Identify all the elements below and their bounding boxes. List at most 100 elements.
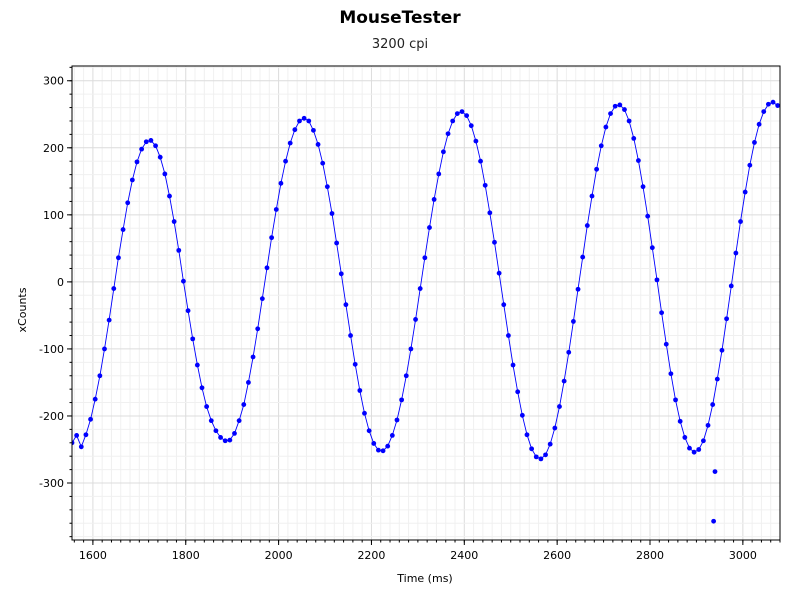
data-point: [362, 410, 367, 416]
data-point: [366, 428, 372, 434]
data-point: [673, 397, 678, 403]
data-point: [524, 432, 530, 438]
data-point: [659, 310, 665, 316]
x-tick-label: 1600: [79, 549, 107, 562]
x-axis-label: Time (ms): [396, 572, 452, 585]
data-point: [752, 140, 757, 145]
data-point: [92, 396, 98, 402]
data-point: [640, 184, 646, 190]
data-point: [348, 333, 353, 338]
data-point: [687, 445, 692, 451]
data-point: [320, 160, 326, 166]
data-point: [700, 438, 706, 444]
data-point: [371, 441, 377, 446]
grid: [72, 66, 781, 540]
data-point: [83, 432, 89, 438]
data-point: [334, 240, 340, 246]
data-point: [250, 354, 256, 360]
data-point: [742, 189, 748, 195]
data-point: [204, 404, 210, 409]
data-point: [111, 286, 117, 291]
data-point: [482, 182, 488, 188]
y-tick-label: 200: [43, 142, 64, 155]
data-point: [543, 452, 548, 458]
y-axis: 300 200 100 0 -100 -200 -300: [39, 66, 72, 538]
data-point: [575, 286, 581, 292]
data-point: [691, 449, 697, 455]
data-point: [222, 438, 228, 444]
x-axis: 1600 1800 2000 2200 2400 2600 2800 3000: [73, 540, 781, 562]
data-point: [389, 433, 395, 438]
data-point: [761, 109, 767, 114]
y-tick-label: 100: [43, 209, 64, 222]
data-point: [612, 103, 618, 109]
y-axis-label: xCounts: [16, 287, 29, 332]
data-point: [185, 308, 191, 314]
data-point: [710, 402, 716, 407]
data-point: [255, 326, 261, 332]
data-point: [580, 254, 586, 260]
data-point: [649, 245, 655, 251]
data-point: [538, 456, 544, 462]
data-point: [181, 278, 186, 284]
y-tick-label: 300: [43, 75, 64, 88]
data-point: [311, 127, 316, 133]
data-point: [129, 177, 135, 183]
data-point: [663, 341, 669, 347]
data-point: [584, 223, 590, 228]
x-tick-label: 3000: [729, 549, 757, 562]
data-point: [287, 140, 293, 146]
data-point: [403, 373, 409, 379]
data-point: [153, 143, 158, 149]
data-point: [218, 435, 223, 440]
data-point: [143, 139, 149, 145]
data-point: [120, 227, 126, 232]
data-point: [645, 213, 651, 219]
data-point: [74, 433, 80, 438]
data-point: [417, 286, 423, 291]
data-point: [747, 162, 753, 168]
series-line: [72, 101, 778, 460]
data-point: [139, 146, 145, 152]
data-point: [724, 316, 730, 322]
outlier-point: [712, 469, 718, 475]
data-point: [343, 302, 349, 308]
data-point: [422, 255, 428, 261]
data-point: [557, 404, 562, 409]
data-point: [236, 418, 242, 424]
series-layer: [72, 99, 780, 524]
data-point: [208, 418, 214, 424]
data-point: [770, 99, 776, 105]
data-point: [376, 447, 381, 453]
data-point: [297, 118, 302, 124]
data-point: [603, 124, 609, 130]
data-point: [232, 431, 237, 436]
data-point: [241, 402, 247, 407]
data-point: [171, 219, 177, 224]
data-point: [106, 317, 112, 323]
data-point: [705, 422, 711, 428]
data-point: [622, 107, 627, 112]
y-tick-label: -300: [39, 477, 64, 490]
data-point: [380, 448, 386, 454]
x-tick-label: 2800: [636, 549, 664, 562]
data-point: [561, 378, 567, 384]
data-point: [315, 142, 321, 147]
x-tick-label: 2600: [543, 549, 571, 562]
data-point: [654, 277, 660, 283]
data-point: [394, 417, 400, 423]
x-tick-label: 1800: [172, 549, 200, 562]
data-point: [324, 184, 330, 190]
y-tick-label: -200: [39, 410, 64, 423]
data-point: [668, 371, 674, 377]
data-point: [496, 270, 502, 276]
data-point: [617, 102, 623, 108]
data-point: [88, 416, 93, 422]
data-point: [306, 118, 312, 124]
data-point: [162, 171, 168, 177]
data-point: [552, 425, 558, 431]
data-point: [436, 171, 442, 177]
data-point: [199, 385, 205, 391]
x-tick-label: 2400: [450, 549, 478, 562]
